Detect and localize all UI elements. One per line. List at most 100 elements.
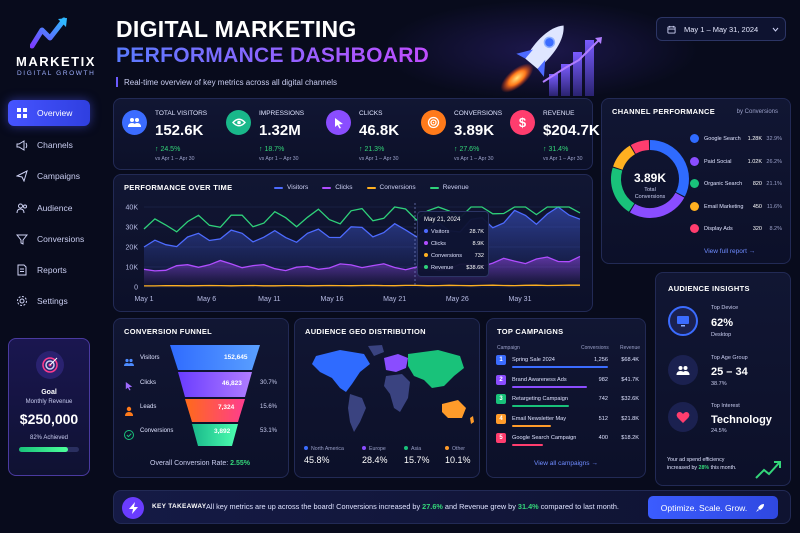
tooltip-dot (424, 253, 428, 257)
series-line-conversions[interactable] (144, 284, 581, 287)
kpi-change: ↑ 21.3% (359, 146, 385, 153)
tooltip-row: Clicks 8.9K (424, 241, 484, 247)
funnel-overall: Overall Conversion Rate: 2.55% (150, 460, 250, 467)
campaign-name[interactable]: Email Newsletter May (512, 415, 567, 422)
map-greenland[interactable] (368, 345, 384, 356)
col-conversions: Conversions (581, 345, 609, 351)
campaign-name[interactable]: Spring Sale 2024 (512, 357, 555, 363)
map-south-america[interactable] (348, 394, 366, 432)
map-europe[interactable] (384, 354, 408, 372)
legend-revenue[interactable]: Revenue (429, 184, 469, 191)
sidebar-item-campaigns[interactable]: Campaigns (8, 163, 90, 189)
sidebar-item-channels[interactable]: Channels (8, 132, 90, 158)
donut-total-label: Total (644, 187, 656, 193)
view-full-report-link[interactable]: View full report → (704, 248, 756, 255)
kpi-compare: vs Apr 1 – Apr 30 (359, 156, 399, 162)
x-tick-label: May 1 (134, 296, 153, 303)
sidebar-item-overview[interactable]: Overview (8, 100, 90, 126)
sidebar-item-label: Campaigns (37, 171, 80, 181)
map-australia[interactable] (442, 400, 466, 418)
kpi-compare: vs Apr 1 – Apr 30 (543, 156, 583, 162)
channel-icon (690, 224, 699, 233)
campaign-rank: 1 (496, 355, 506, 365)
donut-slice[interactable] (611, 167, 635, 212)
campaign-name[interactable]: Google Search Campaign (512, 435, 577, 441)
donut-slice[interactable] (629, 192, 685, 218)
filter-icon (16, 234, 28, 245)
legend-visitors[interactable]: Visitors (274, 184, 308, 191)
goal-sublabel: Monthly Revenue (25, 399, 73, 405)
funnel-value: 3,892 (214, 428, 231, 435)
rocket-illustration (495, 12, 605, 100)
channel-donut-chart[interactable] (608, 137, 692, 221)
geo-title: AUDIENCE GEO DISTRIBUTION (305, 327, 426, 336)
donut-slice[interactable] (649, 140, 689, 197)
funnel-stage-visitors[interactable] (170, 345, 260, 370)
takeaway-pct2: 31.4% (517, 502, 539, 511)
goal-progress-track (19, 447, 79, 452)
kpi-label: CONVERSIONS (454, 110, 503, 117)
sidebar-item-settings[interactable]: Settings (8, 288, 90, 314)
tooltip-value: 28.7K (469, 229, 484, 235)
top-interest-sub: 24.5% (711, 428, 727, 434)
series-line-visitors[interactable] (143, 206, 581, 248)
world-map[interactable] (298, 342, 478, 437)
page-title-line2: PERFORMANCE DASHBOARD (116, 44, 430, 67)
kpi-value: $204.7K (543, 122, 600, 139)
map-africa[interactable] (384, 374, 410, 412)
legend-clicks[interactable]: Clicks (322, 184, 353, 191)
date-range-picker[interactable]: May 1 – May 31, 2024 (656, 17, 786, 41)
funnel-stage-clicks[interactable] (178, 372, 252, 397)
optimize-button[interactable]: Optimize. Scale. Grow. (648, 496, 778, 519)
takeaway-text-b: and Revenue grew by (442, 502, 518, 511)
brand-tagline: DIGITAL GROWTH (17, 70, 96, 77)
funnel-stage-conversions[interactable] (192, 424, 238, 446)
takeaway-text-a: All key metrics are up across the board!… (206, 502, 423, 511)
page-subtitle: Real-time overview of key metrics across… (124, 78, 337, 87)
tooltip-label: Clicks (431, 241, 446, 247)
campaign-name[interactable]: Retargeting Campaign (512, 396, 568, 402)
efficiency-note: Your ad spend efficiency increased by 28… (667, 457, 757, 473)
kpi-label: REVENUE (543, 110, 575, 117)
donut-slice[interactable] (630, 140, 650, 154)
campaign-conversions: 742 (598, 396, 608, 402)
top-device-label: Top Device (711, 305, 739, 311)
top-interest-value: Technology (711, 414, 772, 426)
channel-pct: 32.9% (766, 136, 782, 142)
page-title-line1: DIGITAL MARKETING (116, 16, 357, 42)
donut-slice[interactable] (613, 145, 636, 170)
kpi-compare: vs Apr 1 – Apr 30 (454, 156, 494, 162)
efficiency-text2a: increased by (667, 464, 699, 471)
map-new-zealand[interactable] (470, 416, 474, 424)
goal-card: Goal Monthly Revenue $250,000 82% Achiev… (8, 338, 90, 476)
kpi-label: CLICKS (359, 110, 383, 117)
funnel-overall-value: 2.55% (230, 460, 251, 467)
series-line-revenue[interactable] (143, 206, 581, 233)
performance-chart-card: PERFORMANCE OVER TIME Visitors Clicks Co… (113, 174, 593, 312)
chevron-down-icon (772, 27, 779, 32)
map-asia[interactable] (408, 350, 464, 388)
date-range-label: May 1 – May 31, 2024 (684, 24, 759, 34)
map-north-america[interactable] (312, 350, 370, 392)
series-line-clicks[interactable] (143, 255, 581, 272)
kpi-compare: vs Apr 1 – Apr 30 (155, 156, 195, 162)
kpi-compare: vs Apr 1 – Apr 30 (259, 156, 299, 162)
funnel-icon-leads (124, 403, 134, 421)
view-all-campaigns-link[interactable]: View all campaigns → (534, 460, 598, 467)
y-tick-label: 20K (126, 245, 139, 252)
funnel-stage-leads[interactable] (185, 399, 245, 422)
col-campaign: Campaign (497, 345, 520, 351)
channel-name: Display Ads (704, 226, 733, 232)
geo-region-value: 15.7% (404, 455, 430, 465)
goal-target-icon (36, 351, 64, 379)
sidebar-item-reports[interactable]: Reports (8, 257, 90, 283)
top-interest-label: Top Interest (711, 403, 740, 409)
tooltip-row: Visitors 28.7K (424, 229, 484, 235)
sidebar-item-audience[interactable]: Audience (8, 195, 90, 221)
campaign-name[interactable]: Brand Awareness Ads (512, 376, 567, 383)
sidebar-item-conversions[interactable]: Conversions (8, 226, 90, 252)
y-tick-label: 40K (126, 205, 139, 212)
performance-chart[interactable]: 40K 30K 20K 10K 0 May 1 May 6 May 11 May 16 May 2… (114, 175, 592, 311)
tooltip-value: 732 (474, 253, 484, 259)
legend-conversions[interactable]: Conversions (366, 184, 416, 191)
